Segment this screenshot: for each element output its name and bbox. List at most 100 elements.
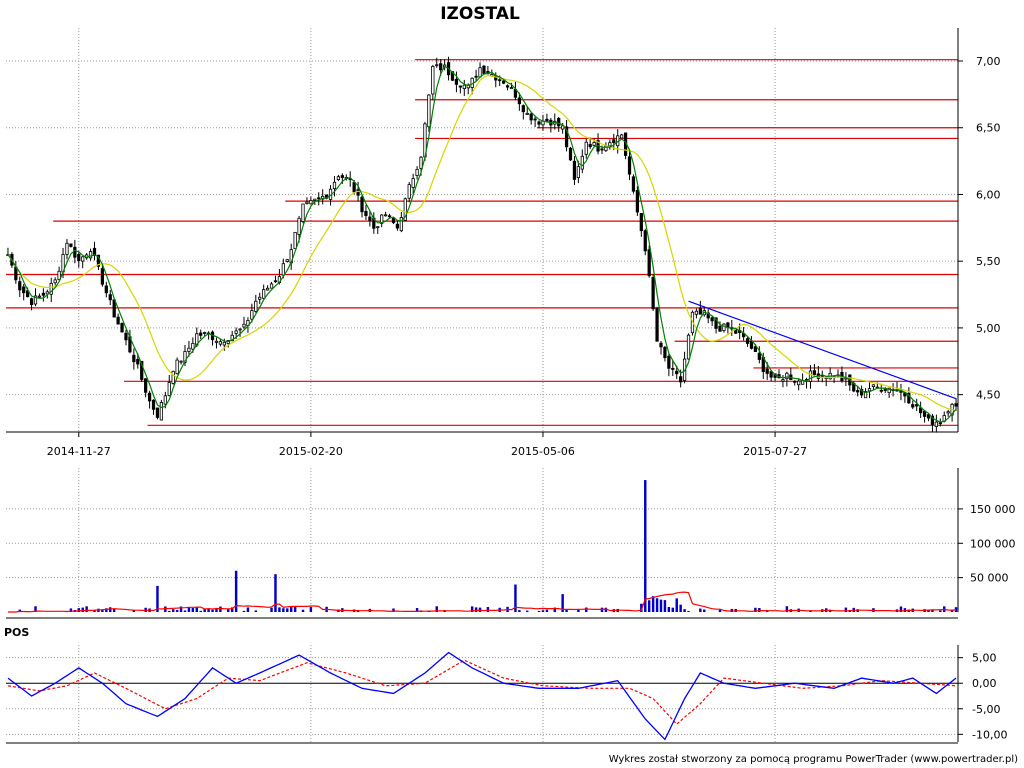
volume-bar (392, 608, 395, 612)
price-grid (6, 28, 958, 432)
candle-body (96, 254, 101, 267)
volume-bar (899, 606, 903, 612)
candle-body (600, 148, 604, 151)
candle-body (537, 121, 541, 125)
volume-bar (486, 607, 490, 612)
volume-average-line (8, 591, 957, 613)
volume-bar (69, 608, 73, 612)
volume-bar (105, 608, 108, 612)
footer-credit: Wykres został stworzony za pomocą progra… (609, 754, 1018, 765)
volume-bar (647, 600, 651, 612)
candle-body (710, 317, 714, 322)
price-candles (6, 56, 958, 433)
trendline-segment (688, 300, 957, 400)
candle-body (529, 113, 533, 121)
volume-bar (671, 607, 675, 612)
candle-body (427, 94, 431, 128)
candle-body (797, 380, 801, 386)
price-tick-label: 6,50 (976, 122, 1001, 135)
candle-body (360, 196, 364, 213)
candle-body (57, 270, 61, 280)
candle-body (454, 78, 459, 85)
candle-body (124, 332, 128, 341)
volume-bar (553, 607, 556, 612)
candle-body (938, 422, 942, 425)
candle-body (104, 285, 108, 294)
volume-bar (164, 606, 167, 612)
volume-bar (754, 607, 757, 612)
volume-bar (470, 606, 474, 612)
chart-title: IZOSTAL (440, 4, 520, 24)
candle-body (659, 342, 663, 348)
candle-body (356, 189, 360, 196)
pos-tick-label: -5,00 (972, 703, 1000, 716)
candle-body (92, 247, 97, 256)
candle-body (509, 87, 514, 90)
candle-body (505, 85, 510, 88)
volume-bar (679, 604, 682, 612)
candle-body (18, 281, 22, 291)
candle-body (478, 67, 482, 78)
volume-bar (171, 609, 175, 612)
pos-tick-label: 0,00 (972, 677, 997, 690)
candle-body (33, 295, 38, 305)
price-tick-label: 4,50 (976, 389, 1001, 402)
candle-body (37, 295, 42, 298)
candle-body (313, 198, 317, 201)
candle-body (108, 294, 112, 301)
candle-body (112, 299, 116, 318)
pos-signal-line (7, 659, 957, 725)
candle-body (458, 85, 462, 88)
volume-bar (644, 480, 647, 612)
candle-body (561, 125, 565, 130)
candle-body (254, 300, 258, 312)
candle-body (926, 414, 931, 419)
volume-bar (604, 607, 608, 612)
candle-body (808, 370, 813, 382)
candle-body (258, 296, 262, 300)
candle-body (856, 390, 860, 393)
volume-bar (246, 607, 250, 612)
candle-body (411, 178, 415, 188)
volume-bar (640, 603, 643, 612)
candle-body (297, 217, 301, 235)
pos-panel-label: POS (4, 626, 29, 639)
volume-bar (183, 610, 187, 612)
candle-body (132, 354, 136, 363)
candle-body (592, 142, 596, 146)
date-tick-label: 2014-11-27 (47, 445, 111, 458)
candle-body (726, 322, 730, 328)
candle-body (336, 176, 341, 181)
candle-body (745, 338, 750, 344)
volume-tick-label: 50 000 (970, 572, 1009, 585)
volume-bar (234, 570, 238, 612)
candle-body (651, 277, 655, 310)
volume-bar (514, 584, 517, 612)
candle-body (765, 368, 769, 374)
candle-body (293, 231, 297, 250)
candle-body (675, 370, 679, 375)
candle-body (474, 75, 478, 78)
candle-body (179, 360, 183, 363)
volume-bar (199, 610, 202, 612)
volume-bar (278, 607, 281, 612)
volume-bar (526, 610, 529, 612)
candle-body (584, 141, 588, 155)
candle-body (77, 254, 81, 262)
volume-bar (207, 608, 210, 612)
volume-bar (156, 585, 159, 612)
volume-tick-label: 150 000 (970, 503, 1016, 516)
volume-bar (112, 608, 116, 612)
candle-body (415, 168, 419, 176)
volume-bar (132, 610, 136, 612)
pos-lines (7, 651, 957, 741)
candle-body (576, 166, 580, 178)
volume-bar (93, 609, 96, 612)
candle-body (568, 147, 573, 161)
candle-body (399, 217, 403, 232)
volume-axis: 150 000 100 000 50 000 (6, 468, 1016, 619)
candle-body (482, 65, 486, 74)
candle-body (911, 404, 915, 408)
candle-body (53, 279, 57, 284)
volume-bar (215, 607, 218, 612)
